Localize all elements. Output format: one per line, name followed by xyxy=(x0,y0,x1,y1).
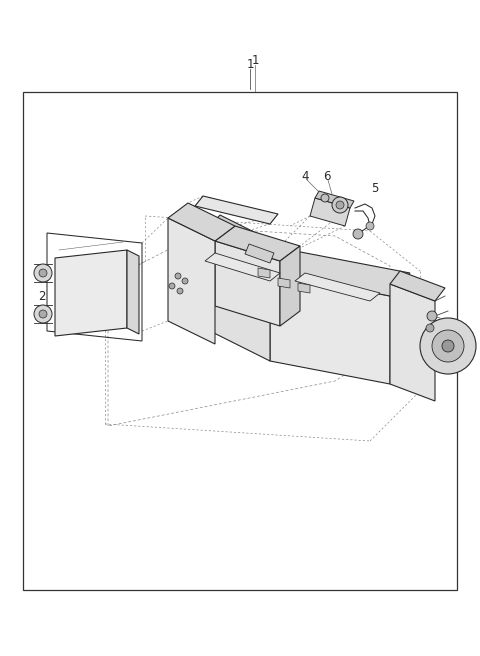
Polygon shape xyxy=(390,271,445,301)
Circle shape xyxy=(332,197,348,213)
Polygon shape xyxy=(215,241,280,326)
Text: 4: 4 xyxy=(301,169,309,182)
Text: 6: 6 xyxy=(418,308,426,321)
Polygon shape xyxy=(295,273,380,301)
Text: 2: 2 xyxy=(38,289,46,302)
Polygon shape xyxy=(55,250,127,336)
Polygon shape xyxy=(258,268,270,278)
Circle shape xyxy=(442,340,454,352)
Circle shape xyxy=(336,201,344,209)
Text: 1: 1 xyxy=(246,58,254,72)
Text: 5: 5 xyxy=(372,182,379,195)
Polygon shape xyxy=(200,238,270,361)
Circle shape xyxy=(39,310,47,318)
Text: 6: 6 xyxy=(323,169,331,182)
Polygon shape xyxy=(205,253,280,281)
Circle shape xyxy=(321,194,329,202)
Circle shape xyxy=(175,273,181,279)
Circle shape xyxy=(353,229,363,239)
Circle shape xyxy=(427,311,437,321)
Circle shape xyxy=(169,283,175,289)
Circle shape xyxy=(426,324,434,332)
Polygon shape xyxy=(298,283,310,293)
Circle shape xyxy=(366,222,374,230)
Circle shape xyxy=(182,278,188,284)
Circle shape xyxy=(420,318,476,374)
Polygon shape xyxy=(310,198,350,226)
Polygon shape xyxy=(195,196,278,224)
Polygon shape xyxy=(168,203,235,241)
Circle shape xyxy=(34,305,52,323)
Circle shape xyxy=(177,288,183,294)
Polygon shape xyxy=(245,244,274,263)
Polygon shape xyxy=(270,273,390,384)
Circle shape xyxy=(34,264,52,282)
Bar xyxy=(23,92,457,590)
Text: 3: 3 xyxy=(458,350,466,363)
Polygon shape xyxy=(270,250,410,296)
Polygon shape xyxy=(215,226,300,261)
Polygon shape xyxy=(168,218,215,344)
Circle shape xyxy=(39,269,47,277)
Text: 1: 1 xyxy=(251,54,259,66)
Polygon shape xyxy=(280,246,300,326)
Text: 6: 6 xyxy=(424,321,432,335)
Polygon shape xyxy=(200,215,290,273)
Polygon shape xyxy=(390,284,435,401)
Polygon shape xyxy=(278,278,290,288)
Polygon shape xyxy=(315,191,354,208)
Polygon shape xyxy=(127,250,139,334)
Circle shape xyxy=(432,330,464,362)
